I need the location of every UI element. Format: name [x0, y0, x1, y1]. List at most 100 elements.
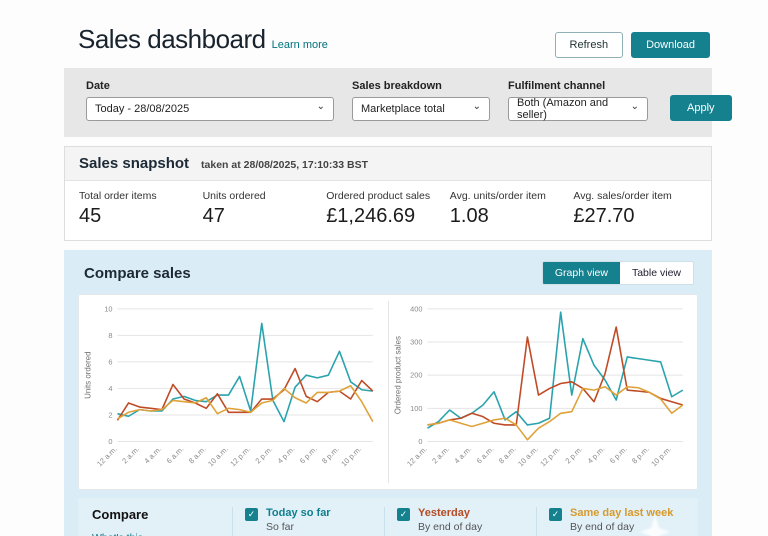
chevron-down-icon: ⌄: [316, 101, 325, 112]
legend-item-same-day-last-week: ✓ Same day last week By end of day 23 Un…: [536, 507, 688, 536]
date-filter-label: Date: [86, 80, 110, 92]
stat-label: Avg. sales/order item: [573, 190, 672, 202]
charts-panel: 0 2 4 6 8 10 12 a.m. 2 a.m. 4 a.m. 6 a.m. 8 a.m. 10…: [78, 294, 698, 490]
stat-label: Units ordered: [202, 190, 266, 202]
svg-text:8 p.m.: 8 p.m.: [629, 444, 650, 465]
svg-text:6 a.m.: 6 a.m.: [474, 444, 495, 465]
snapshot-timestamp: taken at 28/08/2025, 17:10:33 BST: [201, 159, 368, 171]
compare-sales-title: Compare sales: [84, 264, 191, 282]
chart-divider: [387, 301, 389, 483]
stat-label: Total order items: [79, 190, 157, 202]
svg-text:12 p.m.: 12 p.m.: [538, 444, 562, 468]
sales-snapshot-section: Sales snapshot taken at 28/08/2025, 17:1…: [64, 146, 712, 241]
legend-sub: By end of day: [570, 521, 635, 533]
fulfilment-channel-value: Both (Amazon and seller): [517, 97, 609, 121]
svg-text:200: 200: [410, 371, 422, 380]
svg-text:Units ordered: Units ordered: [84, 351, 93, 398]
filter-bar: Date Today - 28/08/2025 ⌄ Sales breakdow…: [64, 68, 732, 137]
compare-label: Compare: [92, 507, 149, 522]
sales-dashboard-page: Sales dashboard Learn more Refresh Downl…: [64, 22, 732, 536]
svg-text:4 a.m.: 4 a.m.: [452, 444, 473, 465]
svg-text:400: 400: [410, 304, 422, 313]
svg-text:4 p.m.: 4 p.m.: [585, 444, 606, 465]
svg-text:100: 100: [410, 404, 422, 413]
svg-text:0: 0: [108, 437, 112, 446]
legend-sub: By end of day: [418, 521, 483, 533]
stat-value: 45: [79, 205, 102, 227]
chevron-down-icon: ⌄: [472, 101, 481, 112]
svg-text:2 p.m.: 2 p.m.: [563, 444, 584, 465]
snapshot-stats-row: Total order items 45 Units ordered 47 Or…: [65, 181, 711, 240]
legend-item-today: ✓ Today so far So far 43 Units £1,246.69: [232, 507, 384, 536]
svg-text:4: 4: [108, 384, 112, 393]
svg-text:10 p.m.: 10 p.m.: [649, 444, 673, 468]
yesterday-checkbox[interactable]: ✓: [397, 508, 410, 521]
legend-item-yesterday: ✓ Yesterday By end of day 65 Units £2,14…: [384, 507, 536, 536]
svg-text:12 a.m.: 12 a.m.: [95, 444, 119, 468]
ordered-product-sales-chart: 0 100 200 300 400 12 a.m. 2 a.m. 4 a.m. 6 a.m. 8 …: [389, 295, 698, 489]
stat-value: £27.70: [573, 205, 635, 227]
svg-text:6 p.m.: 6 p.m.: [607, 444, 628, 465]
stat-value: 47: [202, 205, 225, 227]
sales-breakdown-label: Sales breakdown: [352, 80, 442, 92]
sales-breakdown-value: Marketplace total: [361, 103, 445, 115]
stat-avg-sales-per-order: Avg. sales/order item £27.70: [573, 190, 697, 228]
same-day-last-week-checkbox[interactable]: ✓: [549, 508, 562, 521]
compare-sales-header: Compare sales Graph view Table view: [78, 261, 698, 294]
compare-legend-row: Compare What's this ✓ Today so far So fa…: [78, 498, 698, 536]
svg-text:8 p.m.: 8 p.m.: [320, 444, 341, 465]
svg-text:2 a.m.: 2 a.m.: [120, 444, 141, 465]
svg-text:8 a.m.: 8 a.m.: [496, 444, 517, 465]
whats-this-link[interactable]: What's this: [92, 532, 143, 536]
svg-text:2 p.m.: 2 p.m.: [253, 444, 274, 465]
svg-text:0: 0: [418, 437, 422, 446]
svg-text:12 a.m.: 12 a.m.: [405, 444, 429, 468]
sales-snapshot-title: Sales snapshot: [79, 155, 190, 172]
stat-ordered-product-sales: Ordered product sales £1,246.69: [326, 190, 450, 228]
svg-text:8 a.m.: 8 a.m.: [187, 444, 208, 465]
page-title: Sales dashboard: [78, 24, 266, 54]
svg-text:2 a.m.: 2 a.m.: [430, 444, 451, 465]
refresh-button[interactable]: Refresh: [554, 32, 624, 58]
compare-sales-section: Compare sales Graph view Table view 0 2 4 6…: [64, 250, 712, 536]
svg-text:10 a.m.: 10 a.m.: [516, 444, 540, 468]
sales-breakdown-select[interactable]: Marketplace total ⌄: [352, 97, 490, 121]
svg-text:10: 10: [104, 304, 112, 313]
svg-text:4 a.m.: 4 a.m.: [142, 444, 163, 465]
stat-value: 1.08: [449, 205, 489, 227]
compare-intro: Compare What's this: [84, 507, 232, 536]
graph-view-button[interactable]: Graph view: [542, 262, 620, 284]
fulfilment-channel-select[interactable]: Both (Amazon and seller) ⌄: [508, 97, 648, 121]
svg-text:12 p.m.: 12 p.m.: [228, 444, 252, 468]
sales-snapshot-header: Sales snapshot taken at 28/08/2025, 17:1…: [65, 147, 711, 181]
svg-text:6: 6: [108, 357, 112, 366]
stat-units-ordered: Units ordered 47: [203, 190, 327, 228]
date-select[interactable]: Today - 28/08/2025 ⌄: [86, 97, 334, 121]
stat-avg-units-per-order: Avg. units/order item 1.08: [450, 190, 574, 228]
stat-total-order-items: Total order items 45: [79, 190, 203, 228]
fulfilment-channel-label: Fulfilment channel: [508, 80, 606, 92]
legend-name: Today so far: [266, 507, 331, 519]
today-checkbox[interactable]: ✓: [245, 508, 258, 521]
legend-name: Same day last week: [570, 507, 674, 519]
learn-more-link[interactable]: Learn more: [271, 39, 328, 51]
svg-text:6 a.m.: 6 a.m.: [165, 444, 186, 465]
svg-text:Ordered product sales: Ordered product sales: [393, 336, 402, 414]
svg-text:10 p.m.: 10 p.m.: [339, 444, 363, 468]
stat-label: Ordered product sales: [326, 190, 431, 202]
svg-text:6 p.m.: 6 p.m.: [298, 444, 319, 465]
svg-text:300: 300: [410, 337, 422, 346]
svg-text:8: 8: [108, 331, 112, 340]
stat-label: Avg. units/order item: [449, 190, 546, 202]
table-view-button[interactable]: Table view: [619, 262, 693, 284]
apply-button[interactable]: Apply: [670, 95, 732, 121]
stat-value: £1,246.69: [326, 205, 416, 227]
date-select-value: Today - 28/08/2025: [95, 103, 190, 115]
chevron-down-icon: ⌄: [630, 101, 639, 112]
view-toggle: Graph view Table view: [541, 261, 694, 285]
legend-name: Yesterday: [418, 507, 470, 519]
legend-sub: So far: [266, 521, 295, 533]
download-button[interactable]: Download: [631, 32, 710, 58]
sparkle-icon: [640, 514, 670, 536]
svg-text:10 a.m.: 10 a.m.: [206, 444, 230, 468]
